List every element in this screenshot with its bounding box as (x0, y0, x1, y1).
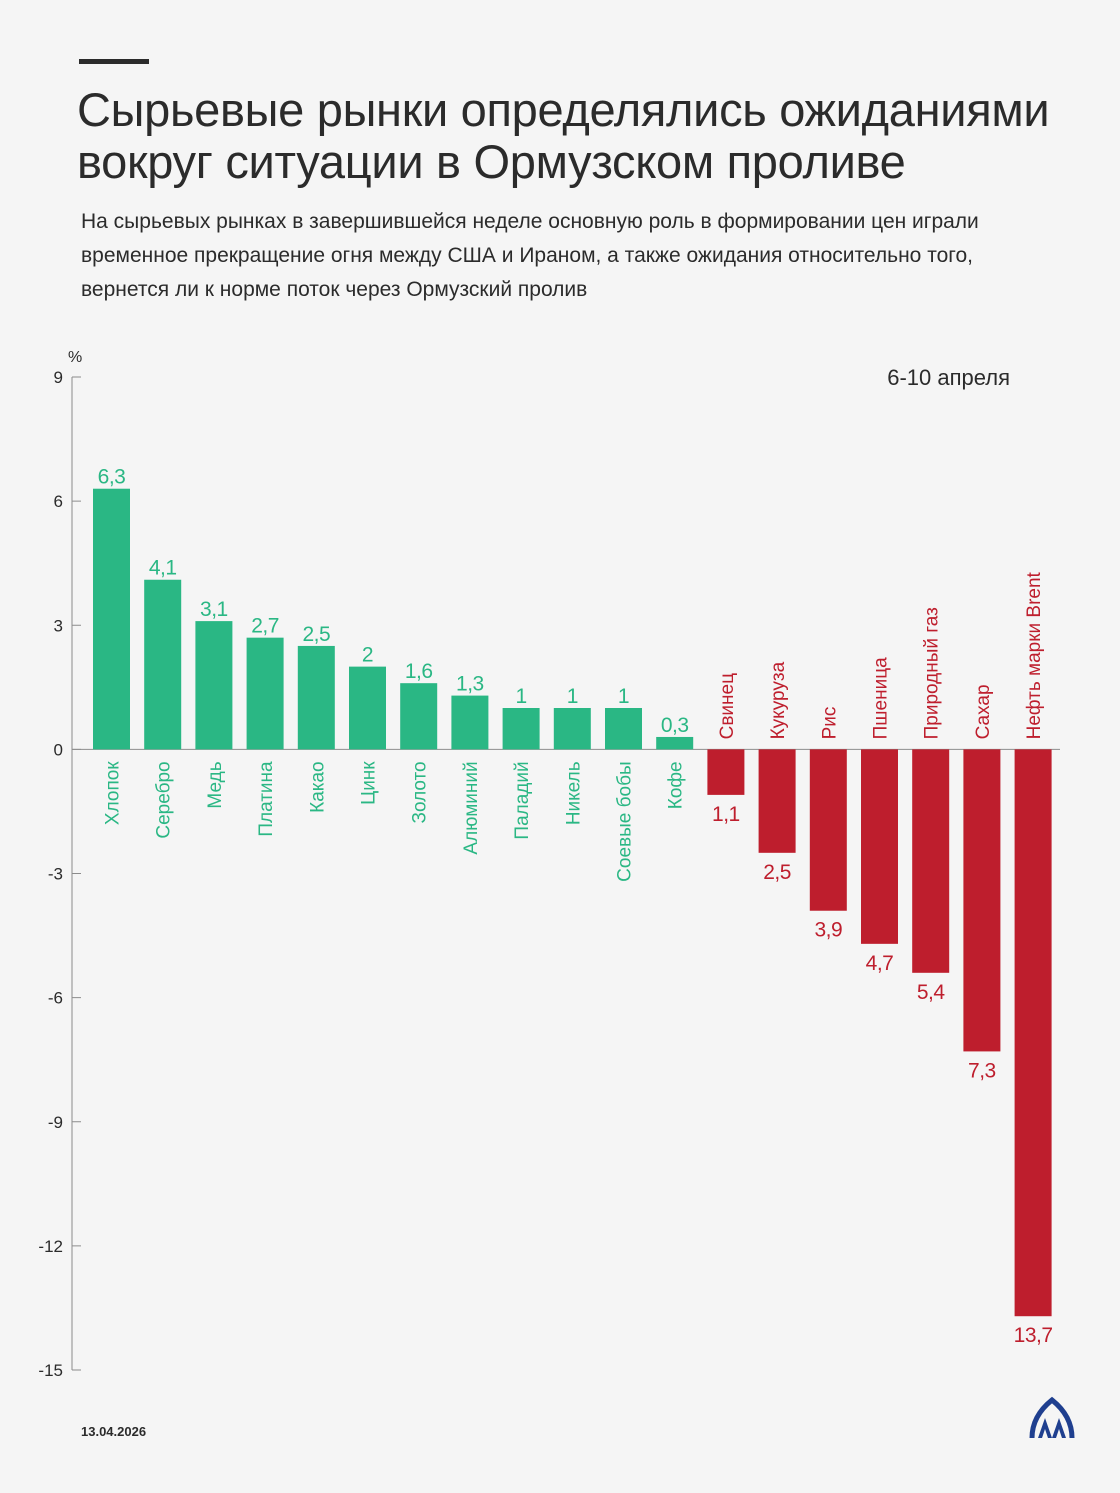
bar (707, 749, 745, 795)
y-tick-label: -12 (38, 1237, 63, 1256)
category-label: Никель (563, 761, 584, 825)
data-label: 2,7 (251, 615, 279, 638)
bar (912, 749, 950, 973)
y-tick-label: -6 (48, 989, 63, 1008)
data-label: 5,4 (917, 981, 946, 1004)
category-label: Природный газ (922, 607, 943, 739)
data-label: 2 (362, 644, 373, 667)
category-label: Хлопок (103, 761, 124, 825)
bar (963, 749, 1001, 1052)
bar (656, 736, 694, 750)
category-label: Нефть марки Brent (1024, 571, 1045, 739)
bar (605, 708, 642, 750)
category-label: Соевые бобы (615, 761, 636, 881)
data-label: 2,5 (302, 623, 330, 646)
category-label: Медь (205, 761, 226, 808)
data-label: 3,9 (814, 919, 842, 942)
bar (144, 579, 182, 750)
bar (1014, 749, 1052, 1317)
category-label: Пшеница (871, 657, 892, 739)
y-tick-label: -3 (48, 865, 63, 884)
data-label: 1 (567, 685, 578, 708)
data-label: 7,3 (968, 1059, 996, 1082)
data-label: 1 (516, 685, 527, 708)
data-label: 4,7 (866, 952, 894, 975)
category-label: Кукуруза (768, 661, 789, 739)
publication-date: 13.04.2026 (81, 1424, 147, 1439)
category-label: Кофе (666, 761, 687, 809)
data-label: 3,1 (200, 598, 228, 621)
bar (502, 708, 540, 750)
bar (553, 708, 591, 750)
page-title: Сырьевые рынки определялись ожиданиями в… (77, 83, 1050, 188)
bar (809, 749, 847, 911)
category-label: Какао (307, 761, 328, 813)
data-label: 13,7 (1014, 1324, 1053, 1347)
bar (758, 749, 796, 853)
aa-logo-icon (1029, 1396, 1075, 1439)
bar (195, 621, 233, 750)
data-label: 1 (618, 685, 629, 708)
bar (246, 637, 284, 750)
category-label: Золото (410, 761, 431, 823)
y-axis-unit: % (68, 349, 82, 366)
title-rule (79, 59, 149, 64)
bar (297, 645, 335, 750)
bar (93, 488, 130, 750)
bar (400, 683, 438, 750)
category-label: Паладий (512, 761, 533, 839)
page-subtitle: На сырьевых рынках в завершившейся недел… (81, 210, 979, 301)
y-tick-label: 9 (54, 368, 63, 387)
y-tick-label: 0 (54, 740, 63, 759)
category-label: Платина (256, 761, 277, 837)
bar (861, 749, 898, 944)
data-label: 1,6 (405, 660, 433, 683)
category-label: Серебро (154, 761, 175, 838)
category-label: Цинк (359, 761, 380, 805)
category-label: Свинец (717, 673, 738, 739)
y-tick-label: -15 (38, 1361, 63, 1380)
data-label: 1,1 (712, 803, 740, 826)
category-label: Алюминий (461, 761, 482, 854)
bar (349, 666, 386, 750)
y-tick-label: 6 (54, 492, 63, 511)
category-label: Сахар (973, 684, 994, 739)
data-label: 2,5 (763, 861, 791, 884)
data-label: 1,3 (456, 673, 484, 696)
data-label: 0,3 (661, 714, 689, 737)
data-label: 4,1 (149, 557, 177, 580)
period-label: 6-10 апреля (887, 365, 1010, 390)
y-tick-label: -9 (48, 1113, 63, 1132)
y-tick-label: 3 (54, 616, 63, 635)
category-label: Рис (819, 707, 840, 740)
bar (451, 695, 489, 750)
data-label: 6,3 (98, 466, 126, 489)
